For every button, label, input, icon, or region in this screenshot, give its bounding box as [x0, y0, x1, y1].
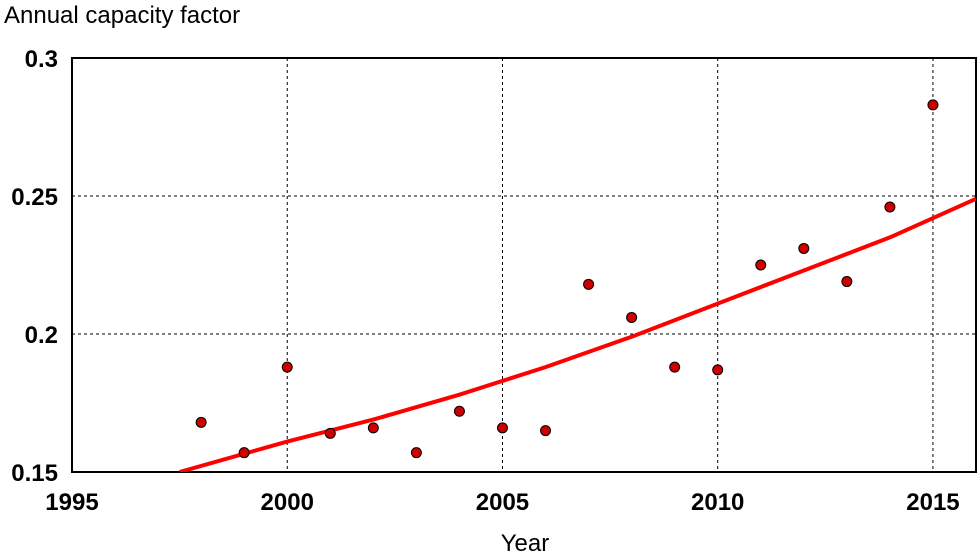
y-tick-label: 0.2	[25, 322, 58, 349]
x-tick-label: 2010	[691, 489, 744, 516]
data-point	[712, 364, 724, 376]
y-tick-label: 0.25	[11, 184, 58, 211]
data-point	[195, 416, 207, 428]
data-point	[626, 311, 638, 323]
data-point	[238, 447, 250, 459]
data-point	[841, 276, 853, 288]
data-point	[496, 422, 508, 434]
data-point	[755, 259, 767, 271]
plot-frame	[71, 57, 977, 473]
data-point	[884, 201, 896, 213]
data-point	[927, 99, 939, 111]
data-point	[410, 447, 422, 459]
data-point	[540, 425, 552, 437]
data-point	[281, 361, 293, 373]
x-axis-label: Year	[500, 530, 550, 557]
data-point	[583, 278, 595, 290]
trend-line	[179, 196, 976, 472]
x-tick-label: 2015	[906, 489, 959, 516]
data-point	[453, 405, 465, 417]
x-tick-label: 2005	[476, 489, 529, 516]
data-point	[367, 422, 379, 434]
data-point	[798, 242, 810, 254]
x-tick-label: 1995	[45, 489, 98, 516]
y-tick-label: 0.15	[11, 460, 58, 487]
y-tick-label: 0.3	[25, 46, 58, 73]
y-axis-label: Annual capacity factor	[4, 2, 241, 29]
x-tick-label: 2000	[261, 489, 314, 516]
data-point	[669, 361, 681, 373]
data-point	[324, 427, 336, 439]
